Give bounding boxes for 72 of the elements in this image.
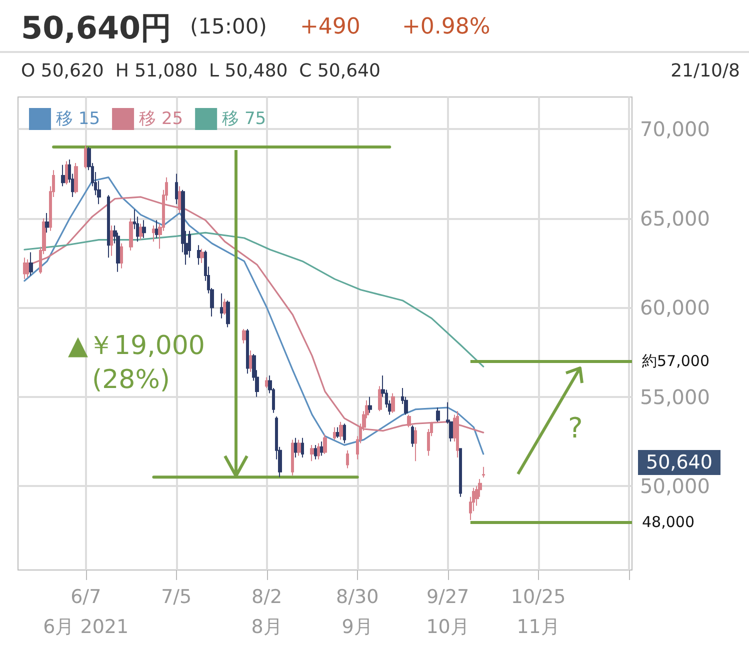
candlestick <box>152 225 155 242</box>
line-series <box>24 232 484 368</box>
candlestick <box>378 386 382 412</box>
candlestick <box>320 440 324 456</box>
candlestick <box>45 212 49 234</box>
candlestick <box>74 162 78 194</box>
x-tick-label: 8/2 8月 <box>251 586 282 638</box>
candlestick <box>226 300 230 328</box>
candlestick <box>459 448 462 498</box>
candlestick <box>139 223 143 240</box>
annotation: ? <box>568 412 583 444</box>
candlestick <box>242 328 246 344</box>
y-tick-label: 60,000 <box>640 296 710 320</box>
candlestick <box>301 437 304 458</box>
ref-line-label: 48,000 <box>642 512 694 531</box>
text: +490 <box>300 14 360 40</box>
text: 21/10/8 <box>670 60 740 82</box>
candlestick <box>29 252 33 276</box>
candlestick <box>391 392 395 414</box>
legend-label: 移 75 <box>222 109 266 129</box>
candlestick <box>197 244 201 266</box>
candlestick <box>291 439 294 476</box>
candlestick <box>297 439 301 456</box>
ref-line-label: 約57,000 <box>642 352 710 370</box>
candlestick <box>414 426 417 462</box>
x-tick-label: 10/25 11月 <box>510 586 566 638</box>
candlestick <box>110 225 113 256</box>
y-tick-label: 65,000 <box>640 206 710 230</box>
candlestick <box>65 160 68 185</box>
candlestick <box>368 396 372 414</box>
candlestick <box>407 414 411 428</box>
text: +0.98% <box>402 14 490 40</box>
candlestick <box>436 407 440 422</box>
candlestick <box>26 258 29 278</box>
candlestick <box>155 220 159 239</box>
candlestick <box>129 218 133 251</box>
chart-subtitle: O 50,620 H 51,080 L 50,480 C 50,640 <box>21 60 380 82</box>
legend-label: 移 25 <box>139 109 184 129</box>
x-tick-label: 6/7 6月 2021 <box>43 586 129 638</box>
candlestick <box>323 434 327 454</box>
candlestick <box>346 450 349 469</box>
candlestick <box>310 444 314 462</box>
candlestick <box>249 350 252 372</box>
candlestick <box>482 466 485 478</box>
x-tick-label: 9/27 10月 <box>426 586 470 638</box>
candlestick <box>336 426 340 438</box>
candlestick <box>333 426 336 440</box>
y-tick-label: 70,000 <box>640 117 710 142</box>
y-tick-label: 55,000 <box>640 384 710 409</box>
candlestick <box>343 423 346 444</box>
y-tick-label: 50,000 <box>640 474 710 498</box>
annotation: (28%) <box>92 365 170 395</box>
text: (15:00) <box>190 14 267 38</box>
candlestick <box>314 444 317 460</box>
candlestick <box>120 242 123 269</box>
candlestick <box>142 220 146 239</box>
candlestick <box>61 164 65 187</box>
candlestick <box>107 194 110 258</box>
candlestick <box>175 173 178 205</box>
x-tick-label: 7/5 <box>161 586 192 608</box>
candlestick <box>23 257 26 280</box>
candlestick <box>317 442 320 460</box>
candlestick <box>246 328 249 374</box>
candlestick <box>411 424 414 448</box>
annotation: ▲￥19,000 <box>68 331 205 361</box>
chart-title: 50,640円 <box>21 10 172 46</box>
candlestick <box>220 292 223 319</box>
candlestick <box>200 248 204 264</box>
candlestick <box>339 421 343 440</box>
legend-label: 移 15 <box>56 109 100 129</box>
x-tick-label: 8/30 9月 <box>336 586 379 638</box>
text: 50,640 <box>646 452 712 474</box>
